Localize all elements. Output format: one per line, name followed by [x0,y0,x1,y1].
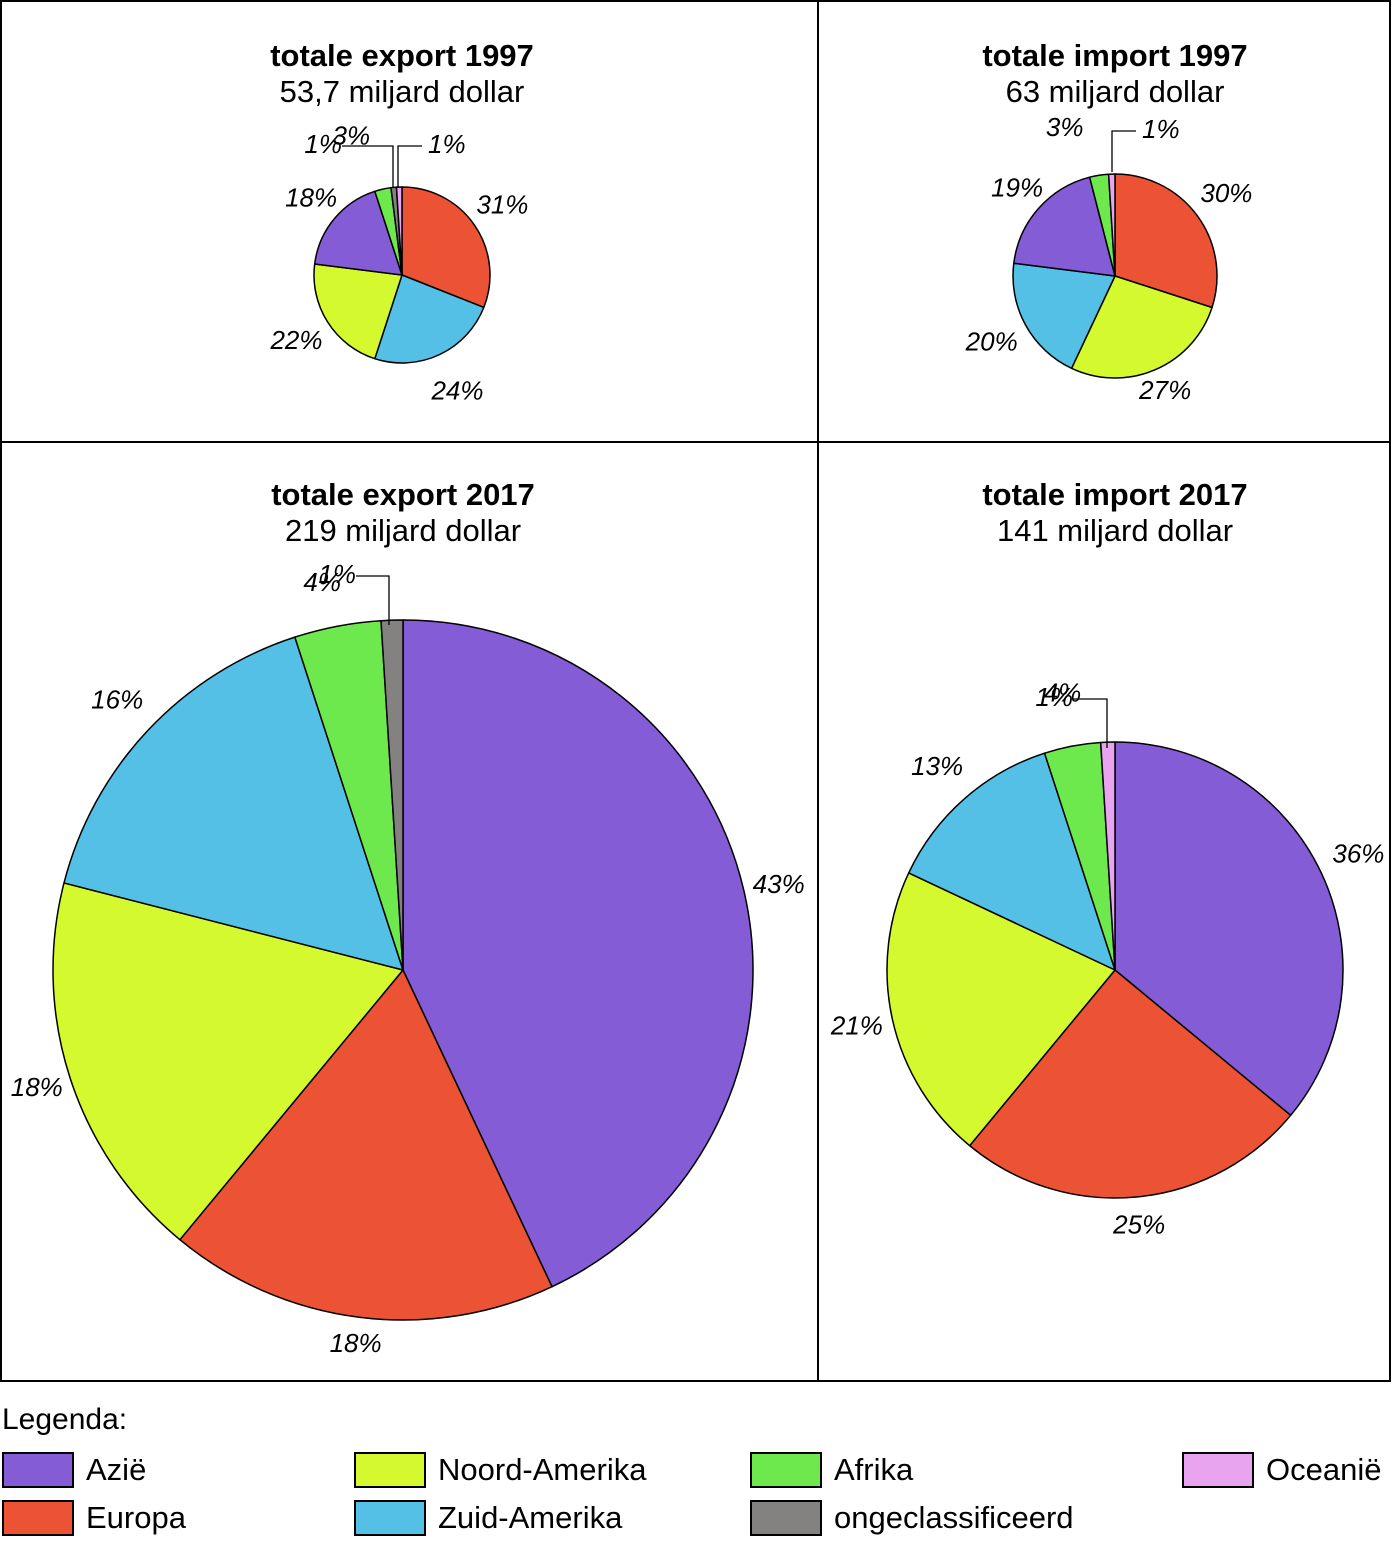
pie-slice-oceanie [1107,173,1116,277]
pie-slice-azie [313,190,403,276]
legend-item-ongeclassificeerd: ongeclassificeerd [750,1498,1074,1538]
panel-border [0,0,1391,1382]
legend-label: Europa [86,1500,186,1535]
chart-title: totale export 2017 [271,477,535,512]
legend-label: Zuid-Amerika [438,1500,623,1535]
slice-label: 43% [753,869,805,899]
chart-title: totale export 1997 [270,38,534,73]
slice-label: 19% [991,173,1043,203]
callout-line [1111,130,1136,172]
slice-label: 4% [1044,677,1082,707]
pie-slice-europa [179,969,553,1321]
pie-slice-ongeclassificeerd [380,619,404,971]
slice-label: 13% [911,751,963,781]
slice-label: 21% [830,1011,883,1041]
slice-label: 18% [11,1072,63,1102]
chart-title: totale import 2017 [982,477,1247,512]
legend-label: Afrika [834,1452,914,1487]
slice-label: 4% [303,567,341,597]
legend-swatch [750,1452,822,1488]
pie-slice-noord-amerika [313,263,403,360]
chart-subtitle: 53,7 miljard dollar [280,74,525,109]
legend-item-afrika: Afrika [750,1450,913,1490]
slice-label: 1% [1035,682,1073,712]
legend-swatch [2,1452,74,1488]
slice-label: 1% [1142,114,1180,144]
pie-slice-europa [1114,173,1218,309]
legend-label: Azië [86,1452,147,1487]
legend-label: Oceanië [1266,1452,1382,1487]
callout-line [397,145,422,188]
legend-label: Noord-Amerika [438,1452,647,1487]
chart-subtitle: 141 miljard dollar [997,513,1233,548]
callout-line [356,575,390,625]
slice-label: 31% [476,190,528,220]
panel-grid [0,0,1391,1382]
pie-slice-noord-amerika [1070,275,1213,379]
chart-subtitle: 63 miljard dollar [1006,74,1225,109]
legend: Legenda: Azië Noord-Amerika Afrika Oceanië E… [0,1395,1392,1541]
slice-label: 3% [1046,112,1084,142]
slice-label: 1% [428,129,466,159]
pie-slice-oceanie [1099,741,1116,971]
slice-label: 18% [330,1328,382,1358]
legend-swatch [1182,1452,1254,1488]
slice-label: 1% [318,559,356,589]
pie-slice-oceanie [395,186,403,276]
slice-label: 24% [430,376,483,406]
slice-label: 22% [269,325,322,355]
pie-slice-zuid-amerika [907,752,1116,971]
slice-label: 20% [965,327,1018,357]
pie-slice-azie [402,619,754,1288]
slice-label: 25% [1112,1209,1165,1239]
pie-slice-zuid-amerika [1012,262,1116,370]
pie-slice-azie [1114,741,1344,1117]
slice-label: 36% [1332,838,1384,868]
slice-label: 16% [91,685,143,715]
slice-label: 27% [1138,375,1191,405]
legend-item-oceanie: Oceanië [1182,1450,1381,1490]
slice-label: 1% [304,129,342,159]
pie-slice-europa [968,969,1292,1199]
legend-swatch [750,1500,822,1536]
pie-slice-zuid-amerika [63,636,404,971]
callout-line [1073,698,1108,748]
legend-label: ongeclassificeerd [834,1500,1074,1535]
chart-subtitle: 219 miljard dollar [285,513,521,548]
callout-line [342,145,394,188]
legend-title: Legenda: [2,1403,128,1436]
legend-item-zuid-amerika: Zuid-Amerika [354,1498,622,1538]
pie-slice-noord-amerika [886,872,1116,1147]
slice-label: 30% [1200,178,1252,208]
legend-item-noord-amerika: Noord-Amerika [354,1450,646,1490]
legend-swatch [354,1500,426,1536]
legend-item-europa: Europa [2,1498,186,1538]
legend-item-azie: Azië [2,1450,146,1490]
pie-slice-noord-amerika [52,882,404,1241]
legend-swatch [354,1452,426,1488]
chart-title: totale import 1997 [982,38,1247,73]
legend-swatch [2,1500,74,1536]
pie-slice-zuid-amerika [374,274,485,364]
pie-slice-europa [401,186,491,309]
pie-slice-azie [1013,176,1116,277]
slice-label: 18% [285,183,337,213]
